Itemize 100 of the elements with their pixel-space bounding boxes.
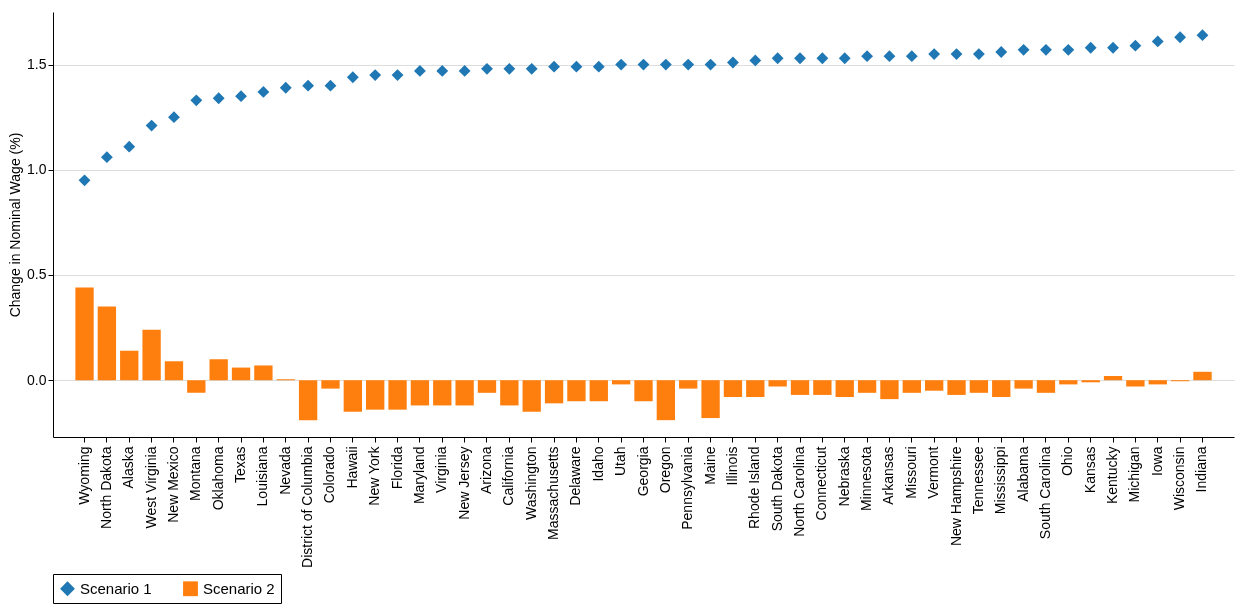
point (771, 52, 784, 65)
point (995, 46, 1008, 58)
x-tick-label: District of Columbia (299, 446, 316, 568)
x-tick-label: North Dakota (97, 446, 114, 529)
x-tick-label: Missouri (902, 446, 919, 499)
point (592, 60, 605, 73)
bar (746, 380, 765, 398)
x-tick-label: Mississippi (992, 446, 1009, 515)
point (168, 111, 180, 124)
x-tick-label: New Jersey (455, 446, 472, 520)
bar (522, 380, 541, 412)
x-tick-label: South Carolina (1036, 446, 1053, 540)
x-tick-label: Texas (232, 446, 249, 484)
point (794, 52, 806, 65)
point (570, 60, 583, 73)
bar (500, 380, 519, 406)
legend-label: Scenario 1 (80, 579, 152, 597)
point (458, 64, 471, 77)
x-tick-label: West Virginia (142, 446, 159, 529)
x-tick-label: Michigan (1126, 446, 1143, 503)
x-tick-label: Kansas (1081, 446, 1098, 494)
point (972, 48, 985, 60)
x-tick-label: Iowa (1148, 446, 1165, 477)
bar (231, 367, 251, 381)
point (861, 50, 874, 63)
x-tick-label: Arkansas (880, 446, 897, 505)
bar (1103, 375, 1123, 381)
bar (857, 380, 877, 393)
point (905, 50, 918, 63)
bar (433, 380, 452, 406)
point (525, 62, 538, 75)
point (1174, 31, 1187, 44)
bar (679, 380, 698, 389)
bar (366, 380, 385, 410)
x-tick-label: Massachusetts (545, 446, 562, 540)
bar (254, 365, 273, 381)
bar (187, 380, 206, 393)
y-axis-title: Change in Nominal Wage (%) (7, 132, 24, 318)
x-tick-label: Georgia (634, 446, 651, 497)
bar (410, 380, 430, 406)
point (145, 119, 158, 132)
x-tick-label: California (500, 446, 517, 506)
bar (1059, 380, 1078, 385)
x-tick-label: Wisconsin (1171, 446, 1188, 511)
x-tick-label: Louisiana (254, 446, 271, 507)
point (279, 81, 292, 94)
x-tick-label: North Carolina (791, 446, 808, 537)
point (1084, 41, 1097, 54)
x-tick-label: Montana (187, 446, 204, 501)
bar (321, 380, 340, 389)
y-tick-label: 0.5 (27, 266, 47, 283)
bar (142, 329, 161, 381)
bar (701, 380, 720, 419)
bar (75, 287, 94, 381)
point (302, 79, 315, 92)
x-tick-label: Illinois (723, 446, 740, 486)
bar (1193, 371, 1212, 381)
point (950, 48, 963, 60)
point (481, 62, 493, 75)
x-tick-label: Colorado (321, 446, 338, 504)
bar (120, 350, 139, 381)
point (682, 58, 695, 71)
x-tick-label: Utah (612, 446, 629, 477)
bar (768, 380, 787, 387)
point (659, 58, 672, 71)
bar (567, 380, 586, 402)
x-tick-label: Alabama (1014, 446, 1031, 502)
point (749, 54, 762, 67)
bar (656, 380, 676, 421)
point (928, 48, 941, 60)
x-tick-label: Arizona (477, 446, 494, 494)
bar (1081, 380, 1100, 383)
point (391, 69, 404, 82)
bar (835, 380, 854, 398)
legend-label: Scenario 2 (203, 579, 275, 597)
x-tick-label: Nebraska (835, 446, 852, 507)
x-tick-label: Oklahoma (209, 446, 226, 511)
x-tick-label: Delaware (567, 446, 584, 506)
bar (298, 380, 318, 421)
x-tick-label: Vermont (925, 446, 942, 499)
point (413, 64, 426, 77)
point (503, 62, 516, 75)
point (1107, 41, 1119, 54)
point (436, 64, 449, 77)
point (883, 50, 896, 63)
x-tick-label: Ohio (1059, 446, 1076, 477)
bar (969, 380, 989, 393)
y-tick-label: 1.0 (27, 161, 47, 178)
point (369, 69, 382, 82)
bar (1036, 380, 1056, 393)
x-tick-label: Indiana (1193, 446, 1210, 493)
point (123, 140, 136, 153)
point (637, 58, 650, 71)
point (1017, 43, 1030, 56)
point (727, 56, 739, 69)
x-tick-label: Washington (522, 446, 539, 520)
bar (164, 361, 184, 381)
x-tick-label: Maryland (410, 446, 427, 505)
bar (992, 380, 1011, 398)
y-tick-label: 0.0 (27, 371, 47, 388)
